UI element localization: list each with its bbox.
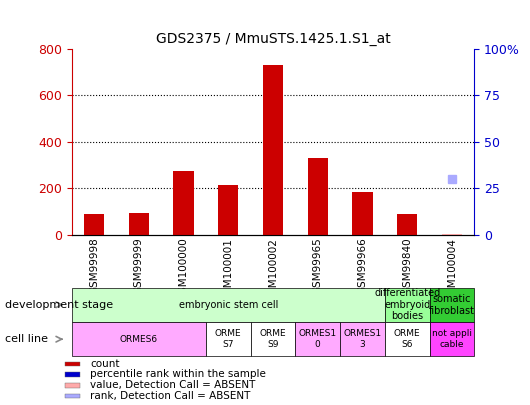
Text: ORME
S7: ORME S7 (215, 330, 242, 349)
Bar (295, 322, 340, 356)
Bar (65, 394, 80, 398)
Text: differentiated
embryoid
bodies: differentiated embryoid bodies (374, 288, 440, 321)
Text: ORMES6: ORMES6 (120, 335, 158, 344)
Bar (65, 362, 80, 366)
Text: ORMES1
3: ORMES1 3 (343, 330, 382, 349)
Bar (352, 192, 373, 235)
Title: GDS2375 / MmuSTS.1425.1.S1_at: GDS2375 / MmuSTS.1425.1.S1_at (156, 32, 390, 46)
Bar (72, 288, 385, 322)
Bar (65, 383, 80, 388)
Bar (397, 214, 417, 235)
Text: not appli
cable: not appli cable (432, 330, 472, 349)
Text: rank, Detection Call = ABSENT: rank, Detection Call = ABSENT (90, 391, 250, 401)
Bar (307, 158, 328, 235)
Bar (385, 288, 430, 322)
Text: ORMES1
0: ORMES1 0 (298, 330, 337, 349)
Text: somatic
fibroblast: somatic fibroblast (429, 294, 475, 315)
Bar (263, 65, 283, 235)
Bar (206, 322, 251, 356)
Bar (442, 234, 462, 235)
Bar (65, 372, 80, 377)
Bar (173, 171, 193, 235)
Text: development stage: development stage (5, 300, 113, 310)
Bar (72, 322, 206, 356)
Bar (430, 288, 474, 322)
Bar (218, 185, 238, 235)
Text: ORME
S9: ORME S9 (260, 330, 286, 349)
Bar (385, 322, 430, 356)
Text: embryonic stem cell: embryonic stem cell (179, 300, 278, 310)
Text: count: count (90, 359, 119, 369)
Bar (430, 322, 474, 356)
Bar (129, 213, 149, 235)
Bar (251, 322, 295, 356)
Text: ORME
S6: ORME S6 (394, 330, 420, 349)
Text: percentile rank within the sample: percentile rank within the sample (90, 369, 266, 379)
Bar (84, 214, 104, 235)
Text: value, Detection Call = ABSENT: value, Detection Call = ABSENT (90, 380, 255, 390)
Bar (340, 322, 385, 356)
Text: cell line: cell line (5, 334, 48, 344)
